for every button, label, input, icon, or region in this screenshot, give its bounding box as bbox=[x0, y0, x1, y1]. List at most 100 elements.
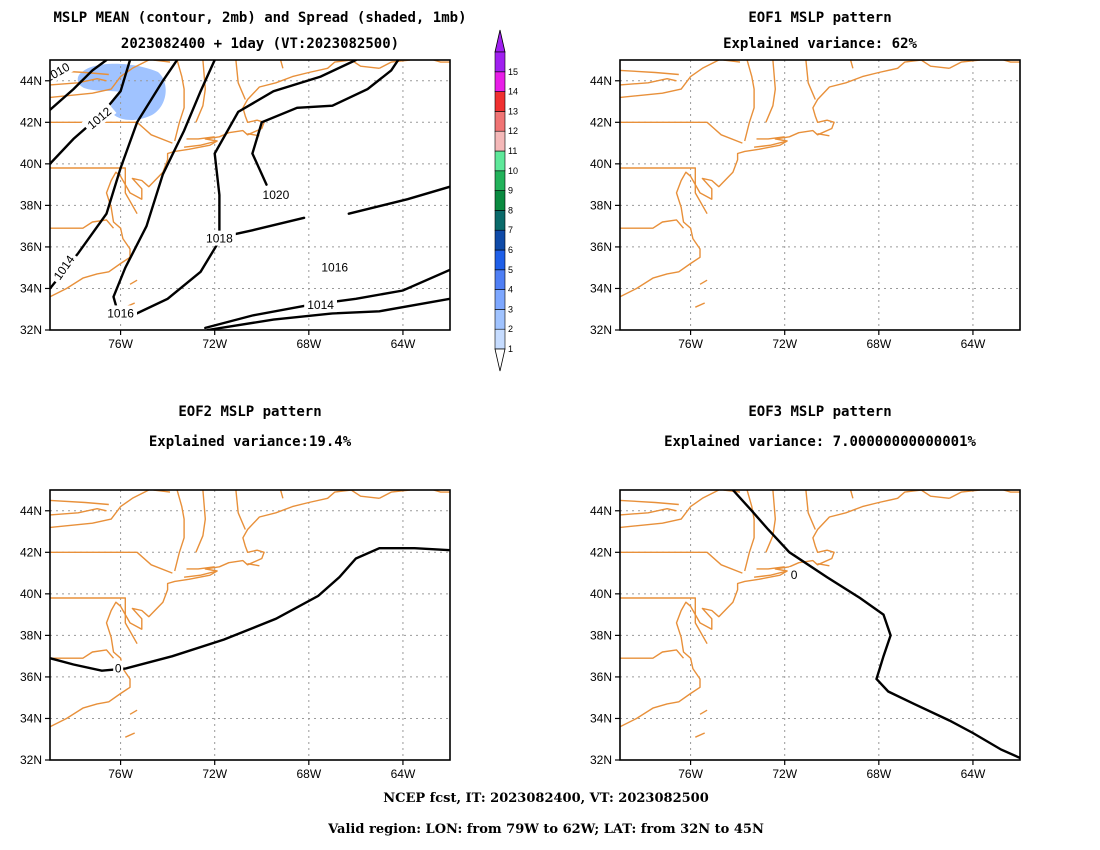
coastline bbox=[174, 490, 185, 572]
colorbar-swatch bbox=[494, 111, 506, 132]
map-frame bbox=[49, 489, 451, 761]
lat-tick-label: 42N bbox=[20, 115, 42, 129]
coastline bbox=[620, 649, 685, 659]
panel-title: MSLP MEAN (contour, 2mb) and Spread (sha… bbox=[53, 10, 466, 26]
colorbar-tick-label: 8 bbox=[508, 205, 513, 215]
coastline bbox=[50, 121, 173, 144]
map-frame bbox=[619, 59, 1021, 331]
coastline bbox=[949, 60, 981, 69]
coastline bbox=[744, 490, 755, 572]
lat-tick-label: 38N bbox=[20, 198, 42, 212]
lat-tick-label: 34N bbox=[590, 281, 612, 295]
coastline bbox=[50, 167, 138, 215]
lon-tick-label: 64W bbox=[391, 337, 416, 351]
lat-tick-label: 40N bbox=[20, 587, 42, 601]
footer: NCEP fcst, IT: 2023082400, VT: 202308250… bbox=[327, 791, 764, 837]
coastline bbox=[50, 77, 107, 86]
contour-label-text: 1018 bbox=[206, 232, 233, 246]
lat-tick-label: 40N bbox=[20, 157, 42, 171]
lat-tick-label: 36N bbox=[20, 240, 42, 254]
map-area: 0 bbox=[50, 490, 450, 760]
isobar-contour bbox=[206, 297, 450, 330]
coastline bbox=[184, 570, 218, 578]
colorbar-swatch bbox=[494, 170, 506, 191]
colorbar-swatch bbox=[494, 130, 506, 152]
coastline bbox=[620, 597, 708, 645]
colorbar-tick-label: 13 bbox=[508, 106, 518, 116]
coastline bbox=[50, 649, 115, 659]
coastline bbox=[50, 60, 352, 298]
footer-line-2: Valid region: LON: from 79W to 62W; LAT:… bbox=[327, 822, 764, 837]
panel-subtitle: Explained variance: 7.00000000000001% bbox=[664, 434, 976, 450]
coastline bbox=[756, 136, 785, 140]
lat-tick-label: 44N bbox=[20, 504, 42, 518]
colorbar-tick-label: 12 bbox=[508, 126, 518, 136]
colorbar-tick-label: 15 bbox=[508, 67, 518, 77]
lon-tick-label: 68W bbox=[296, 767, 321, 781]
map-frame bbox=[49, 59, 451, 331]
coastline bbox=[744, 60, 755, 142]
lon-tick-label: 76W bbox=[678, 767, 703, 781]
panel-title: EOF1 MSLP pattern bbox=[748, 10, 891, 26]
colorbar-swatch bbox=[494, 150, 506, 172]
lat-tick-label: 32N bbox=[590, 323, 612, 337]
coastline bbox=[235, 60, 246, 100]
isobar-contour bbox=[347, 185, 450, 215]
coastline bbox=[129, 709, 138, 715]
coastline bbox=[247, 563, 260, 567]
colorbar-tick-label: 11 bbox=[508, 146, 517, 156]
lon-tick-label: 76W bbox=[108, 767, 133, 781]
colorbar-swatch bbox=[494, 229, 506, 251]
coastline bbox=[805, 490, 816, 530]
colorbar-tick-label: 9 bbox=[508, 186, 513, 196]
isobar-contour bbox=[50, 60, 179, 290]
colorbar-swatch bbox=[494, 51, 506, 73]
colorbar-tick-label: 2 bbox=[508, 324, 513, 334]
lat-tick-label: 36N bbox=[590, 670, 612, 684]
coastline bbox=[620, 490, 922, 728]
isobar-contour bbox=[251, 60, 400, 186]
lat-tick-label: 34N bbox=[590, 711, 612, 725]
coastline bbox=[50, 508, 107, 516]
coastline bbox=[849, 60, 854, 69]
lat-tick-label: 34N bbox=[20, 711, 42, 725]
coastline bbox=[350, 60, 380, 69]
coastline bbox=[620, 121, 743, 144]
colorbar-tick-label: 10 bbox=[508, 166, 518, 176]
contour-label: 1014 bbox=[50, 249, 80, 286]
panel-subtitle: Explained variance:19.4% bbox=[149, 434, 352, 450]
coastline bbox=[379, 490, 411, 499]
coastline bbox=[920, 60, 950, 69]
coastline bbox=[50, 597, 138, 645]
coastline bbox=[754, 140, 788, 148]
lat-tick-label: 42N bbox=[590, 545, 612, 559]
lat-tick-label: 32N bbox=[20, 323, 42, 337]
footer-line-1: NCEP fcst, IT: 2023082400, VT: 202308250… bbox=[383, 791, 709, 806]
contour-label: 1010 bbox=[50, 60, 75, 87]
coastline bbox=[279, 490, 284, 499]
colorbar-swatch bbox=[494, 289, 506, 310]
coastline bbox=[620, 499, 679, 506]
lon-tick-label: 68W bbox=[866, 767, 891, 781]
coastline bbox=[756, 566, 785, 570]
isobar-contour bbox=[50, 60, 108, 112]
lon-tick-label: 76W bbox=[678, 337, 703, 351]
contour-label: 1014 bbox=[304, 297, 337, 313]
lat-tick-label: 42N bbox=[590, 115, 612, 129]
contour-label: 1016 bbox=[318, 259, 352, 275]
colorbar-top-arrow bbox=[494, 29, 506, 53]
coastline bbox=[920, 490, 950, 499]
panel-subtitle: Explained variance: 62% bbox=[723, 36, 917, 52]
isobar-contour bbox=[112, 60, 216, 315]
coastline bbox=[235, 490, 246, 530]
panel-mean: MSLP MEAN (contour, 2mb) and Spread (sha… bbox=[20, 10, 467, 351]
colorbar-swatch bbox=[494, 249, 506, 271]
lat-tick-label: 38N bbox=[590, 628, 612, 642]
lon-tick-label: 72W bbox=[202, 767, 227, 781]
lon-tick-label: 64W bbox=[961, 337, 986, 351]
lon-tick-label: 76W bbox=[108, 337, 133, 351]
colorbar-tick-label: 4 bbox=[508, 285, 513, 295]
coastline bbox=[50, 490, 150, 529]
